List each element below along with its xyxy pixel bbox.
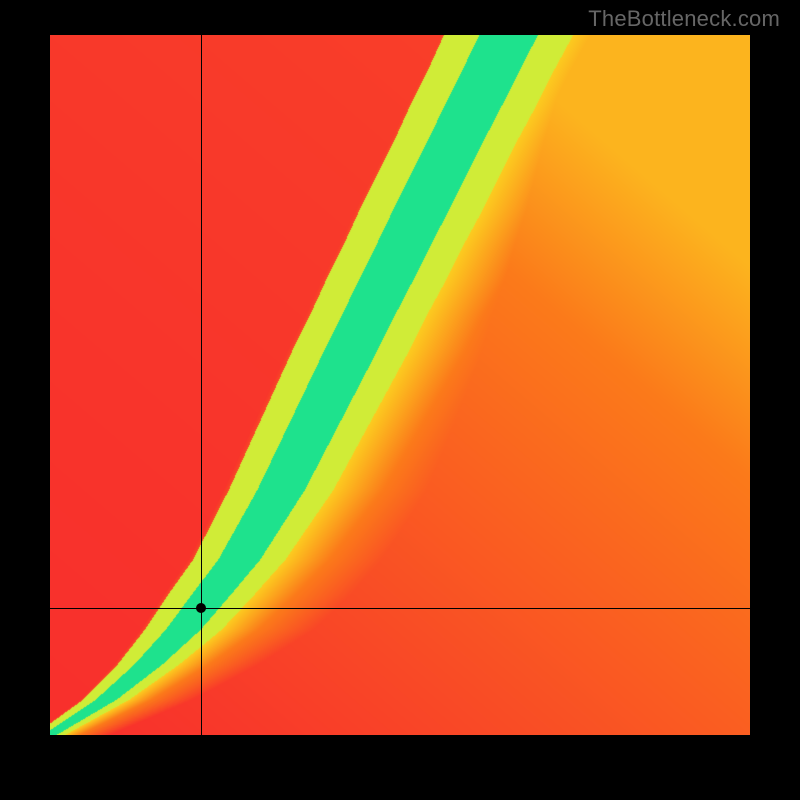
heatmap-plot [50,35,750,735]
figure-container: TheBottleneck.com [0,0,800,800]
crosshair-marker [196,603,206,613]
crosshair-vertical [201,35,202,735]
heatmap-canvas [50,35,750,735]
crosshair-horizontal [50,608,750,609]
watermark-text: TheBottleneck.com [588,6,780,32]
